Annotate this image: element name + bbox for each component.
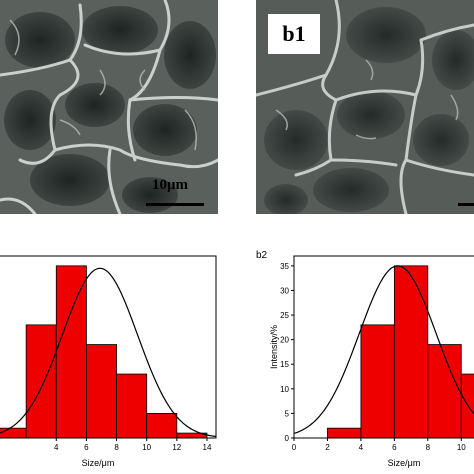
x-tick-label: 12 xyxy=(172,443,181,452)
x-tick-label: 14 xyxy=(203,443,212,452)
x-tick-label: 2 xyxy=(325,443,330,452)
y-tick-label: 15 xyxy=(280,360,289,369)
histogram-bar xyxy=(327,427,362,439)
panel-label-b2: b2 xyxy=(256,250,268,261)
plot-frame xyxy=(0,255,217,439)
gaussian-fit-line xyxy=(293,265,474,435)
histogram-a2: 4 6 8 10 12 14 Size/μm xyxy=(0,255,217,468)
x-tick-label: 0 xyxy=(292,443,297,452)
scale-bar-right xyxy=(458,203,474,206)
plot-frame xyxy=(293,255,474,439)
y-tick-label: 5 xyxy=(285,409,290,418)
x-tick-label: 10 xyxy=(457,443,466,452)
y-tick-label: 0 xyxy=(285,434,290,443)
x-tick-label: 4 xyxy=(54,443,59,452)
x-tick-label: 4 xyxy=(359,443,364,452)
x-tick-label: 6 xyxy=(392,443,397,452)
y-tick-label: 25 xyxy=(280,311,289,320)
y-tick-label: 10 xyxy=(280,385,289,394)
scale-bar-label: 10μm xyxy=(152,177,188,193)
histogram-bar xyxy=(393,265,429,439)
y-tick-label: 30 xyxy=(280,286,289,295)
histogram-bar xyxy=(116,373,148,439)
sem-image-b1 xyxy=(256,0,474,214)
sem-texture-a1 xyxy=(0,0,218,214)
gaussian-fit-line xyxy=(0,267,217,438)
x-axis-label: Size/μm xyxy=(388,458,421,468)
panel-label-b1: b1 xyxy=(268,14,320,54)
scale-bar xyxy=(146,203,204,206)
histogram-bar xyxy=(0,427,27,439)
y-tick-label: 20 xyxy=(280,336,289,345)
y-tick-label: 35 xyxy=(280,262,289,271)
histogram-bar xyxy=(146,413,178,439)
histogram-bar xyxy=(55,265,87,439)
sem-image-a1 xyxy=(0,0,218,214)
histogram-bar xyxy=(25,324,57,439)
x-tick-label: 10 xyxy=(142,443,151,452)
y-axis-label: Intensity/% xyxy=(269,325,279,369)
histogram-bar xyxy=(427,344,462,439)
histogram-b2: 0 2 4 6 8 10 0 5 10 15 20 25 30 35 Size/μm Intensity/% b… xyxy=(256,250,474,468)
x-axis-label: Size/μm xyxy=(82,458,115,468)
x-tick-label: 8 xyxy=(426,443,431,452)
histogram-bar xyxy=(86,344,117,439)
sem-texture-b1 xyxy=(256,0,474,214)
x-tick-label: 6 xyxy=(84,443,89,452)
histogram-bar xyxy=(360,324,395,439)
x-tick-label: 8 xyxy=(114,443,119,452)
